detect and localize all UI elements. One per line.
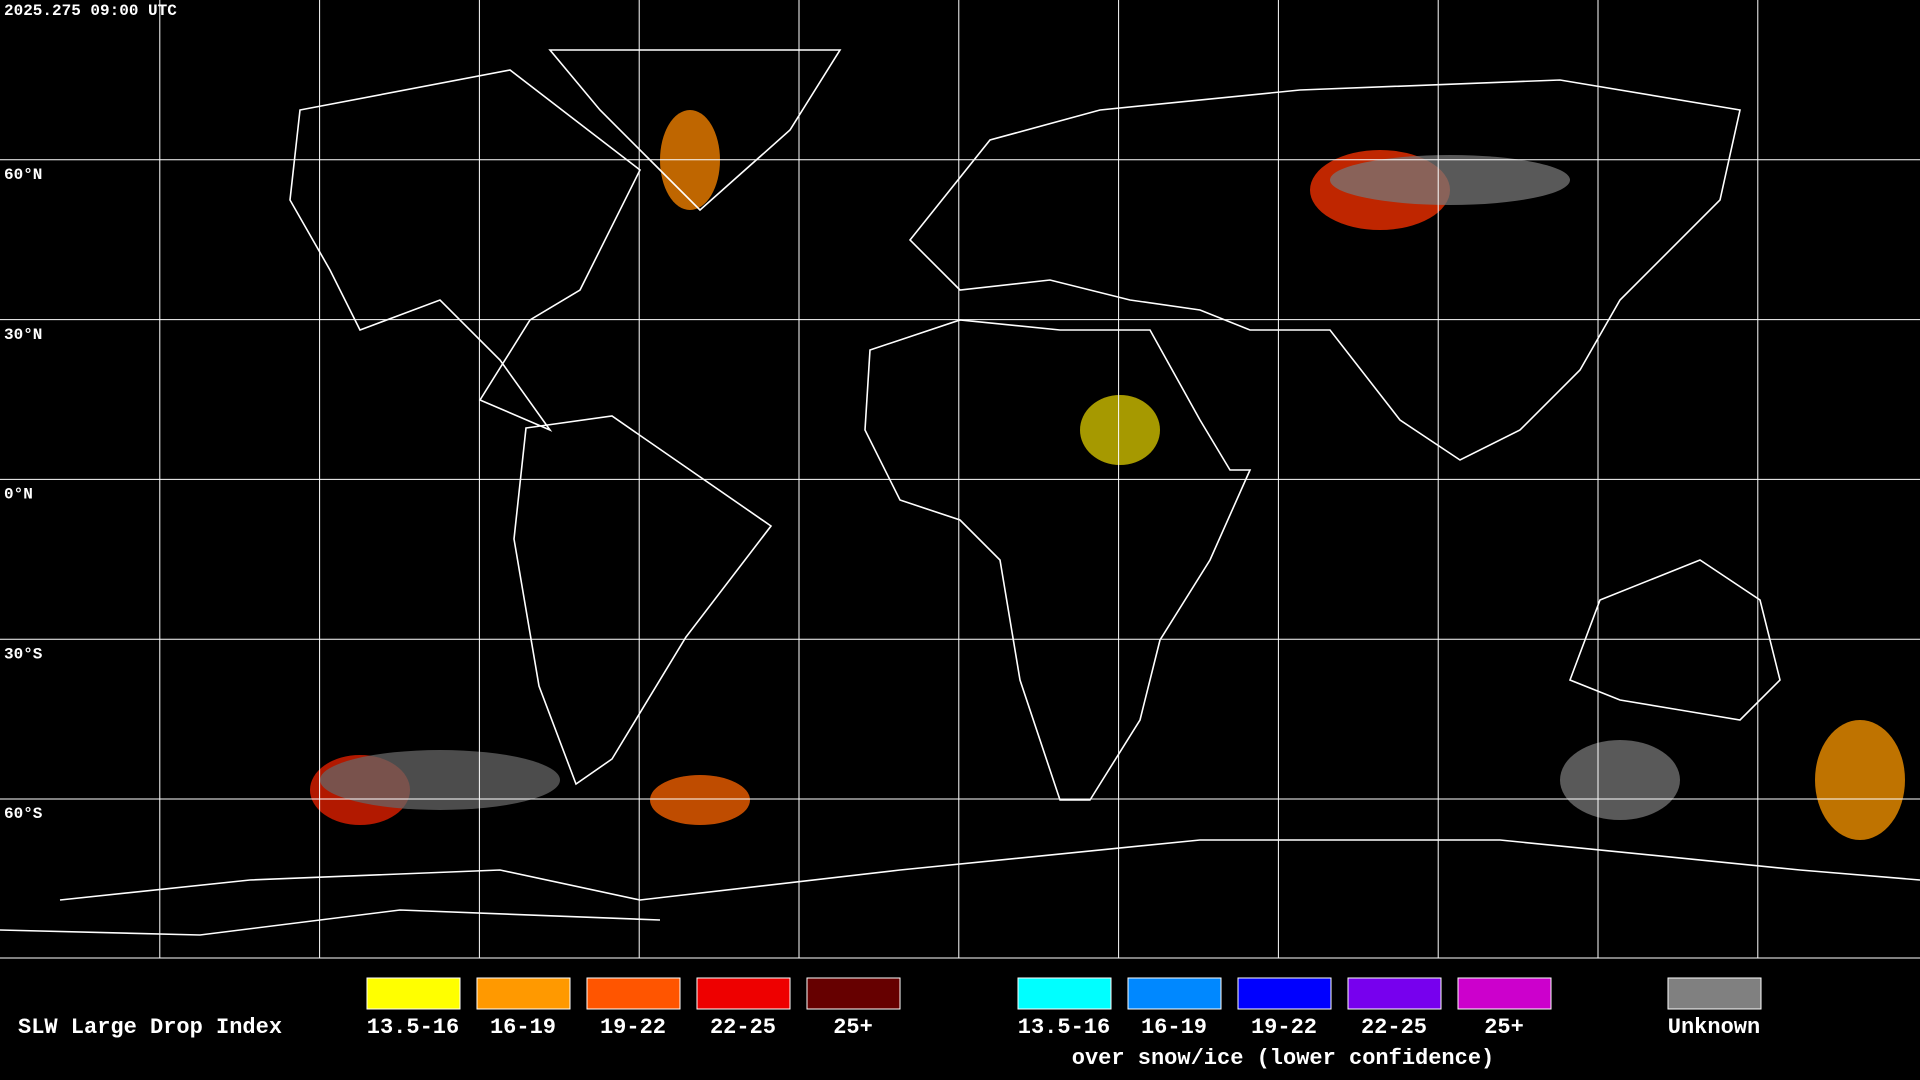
legend-label: 25+ <box>1484 1015 1524 1040</box>
legend-swatch <box>1347 977 1442 1010</box>
coastline <box>0 839 1920 936</box>
cloud <box>650 775 750 825</box>
timestamp: 2025.275 09:00 UTC <box>4 2 177 20</box>
cloud <box>1080 395 1160 465</box>
graticule: 60°N 30°N 0°N 30°S 60°S <box>0 0 1920 958</box>
cloud <box>1815 720 1905 840</box>
coastlines <box>0 49 1920 936</box>
legend-swatch <box>806 977 901 1010</box>
coastline <box>289 69 642 432</box>
legend-label: 25+ <box>833 1015 873 1040</box>
cloud <box>1330 155 1570 205</box>
legend-label: 13.5-16 <box>367 1015 459 1040</box>
legend: 13.5-16 16-19 19-22 22-25 25+ 13.5-16 16-19 19-… <box>366 977 1762 1040</box>
legend-label: 19-22 <box>600 1015 666 1040</box>
legend-label: 13.5-16 <box>1018 1015 1110 1040</box>
legend-swatch <box>366 977 461 1010</box>
legend-title: SLW Large Drop Index <box>18 1015 282 1040</box>
legend-swatch <box>696 977 791 1010</box>
decorative-clouds <box>310 110 1905 840</box>
legend-swatch <box>1127 977 1222 1010</box>
legend-label: 16-19 <box>1141 1015 1207 1040</box>
latitude-label: 60°N <box>4 166 42 184</box>
coastline <box>1568 559 1781 721</box>
legend-label: 19-22 <box>1251 1015 1317 1040</box>
cloud <box>320 750 560 810</box>
snow-caption: over snow/ice (lower confidence) <box>1072 1046 1494 1071</box>
legend-panel <box>0 958 1920 1080</box>
legend-label: 22-25 <box>1361 1015 1427 1040</box>
coastline <box>908 79 1741 461</box>
latitude-label: 30°N <box>4 326 42 344</box>
cloud <box>1560 740 1680 820</box>
legend-label: Unknown <box>1668 1015 1760 1040</box>
legend-swatch <box>476 977 571 1010</box>
legend-swatch <box>1667 977 1762 1010</box>
coastline <box>864 319 1252 801</box>
legend-swatch <box>1457 977 1552 1010</box>
coastline <box>548 49 842 212</box>
legend-label: 16-19 <box>490 1015 556 1040</box>
latitude-label: 60°S <box>4 805 43 823</box>
legend-swatch <box>1017 977 1112 1010</box>
legend-label: 22-25 <box>710 1015 776 1040</box>
latitude-label: 30°S <box>4 645 43 663</box>
legend-swatch <box>586 977 681 1010</box>
latitude-label: 0°N <box>4 486 33 504</box>
coastline <box>513 415 773 786</box>
legend-swatch <box>1237 977 1332 1010</box>
